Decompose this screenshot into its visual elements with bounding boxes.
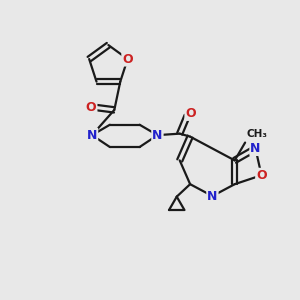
Text: N: N <box>250 142 261 155</box>
Text: O: O <box>122 52 133 65</box>
Text: N: N <box>152 129 163 142</box>
Text: N: N <box>87 129 97 142</box>
Text: O: O <box>256 169 267 182</box>
Text: N: N <box>207 190 218 202</box>
Text: CH₃: CH₃ <box>247 129 268 139</box>
Text: O: O <box>86 101 97 114</box>
Text: O: O <box>185 107 196 120</box>
